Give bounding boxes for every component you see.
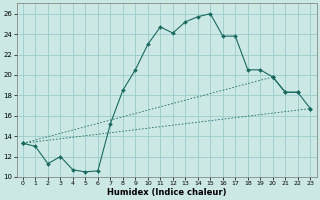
X-axis label: Humidex (Indice chaleur): Humidex (Indice chaleur) xyxy=(107,188,226,197)
